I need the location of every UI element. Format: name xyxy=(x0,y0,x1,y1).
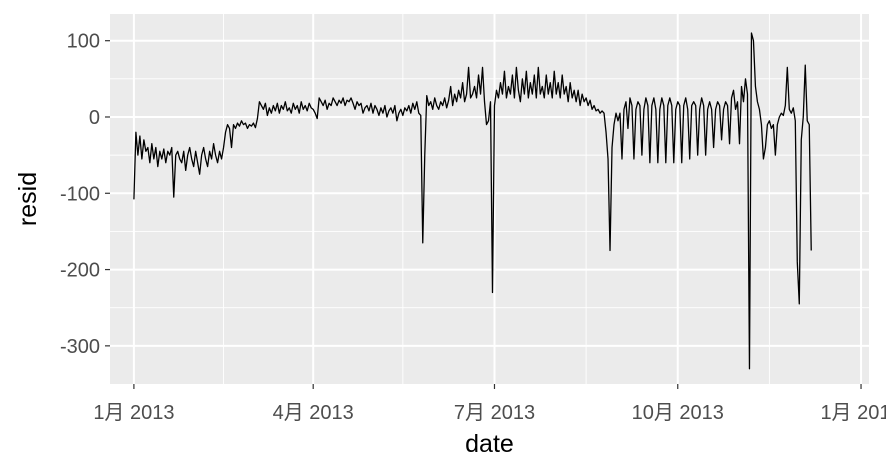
y-axis-title: resid xyxy=(14,172,42,226)
x-tick-label: 7月 2013 xyxy=(454,402,535,424)
y-tick-label: -100 xyxy=(60,183,100,205)
resid-series-line xyxy=(133,32,812,370)
y-tick-label: -200 xyxy=(60,260,100,282)
minor-gridlines xyxy=(110,14,869,384)
series-layer xyxy=(133,32,812,370)
y-tick-label: 0 xyxy=(89,107,100,129)
x-axis: 1月 2013 4月 2013 7月 2013 10月 2013 1月 2014 xyxy=(93,384,886,424)
x-tick-label: 1月 2013 xyxy=(93,402,174,424)
plot-panel xyxy=(110,14,869,384)
y-axis: 100 0 -100 -200 -300 xyxy=(60,31,110,358)
x-tick-label: 4月 2013 xyxy=(273,402,354,424)
y-tick-label: 100 xyxy=(67,31,100,53)
y-tick-label: -300 xyxy=(60,336,100,358)
x-tick-label: 1月 2014 xyxy=(820,402,886,424)
x-tick-label: 10月 2013 xyxy=(632,402,724,424)
x-axis-title: date xyxy=(465,430,514,458)
